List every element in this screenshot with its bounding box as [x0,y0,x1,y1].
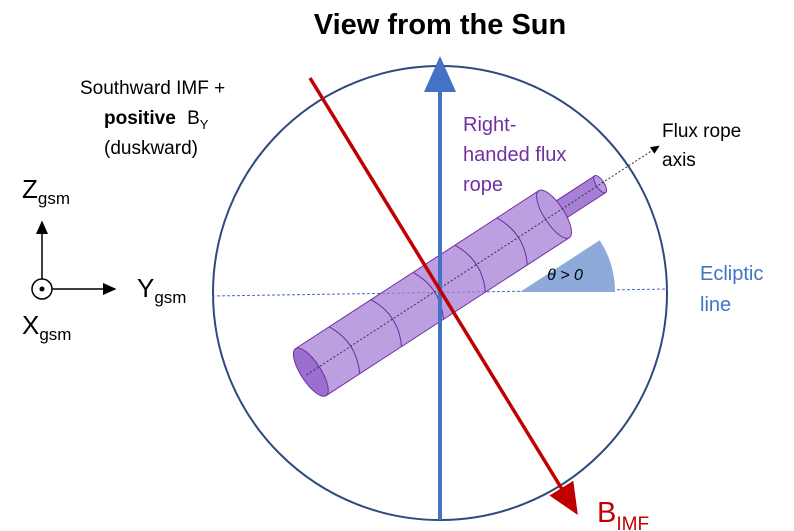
b-imf-sub: IMF [616,514,649,531]
imf-note-line: Southward IMF + [80,78,225,99]
flux-rope-line: Right- [463,114,516,136]
imf-note-b: B [187,108,200,129]
b-imf-label: BIMF [597,497,649,531]
gsm-axes [31,220,117,300]
axis-label-line: axis [662,150,696,171]
flux-rope-label: Right- handed flux rope [463,114,572,196]
imf-arrow [308,77,578,515]
flux-rope [292,145,660,397]
ecliptic-label-line: Ecliptic [700,263,763,285]
ecliptic-label: Ecliptic line [700,263,769,316]
angle-wedge [520,240,615,292]
x-main: X [22,310,39,340]
x-sub: gsm [39,325,71,344]
z-label: Zgsm [22,174,70,208]
angle-label: θ > 0 [547,267,583,284]
flux-rope-line: rope [463,174,503,196]
y-sub: gsm [154,288,186,307]
imf-note: Southward IMF + positive BY (duskward) [80,78,230,159]
flux-rope-line: handed flux [463,144,566,166]
axis-label: Flux rope axis [662,121,746,171]
x-label: Xgsm [22,310,71,344]
imf-note-sub: Y [200,117,209,132]
z-sub: gsm [38,189,70,208]
ecliptic-label-line: line [700,294,731,316]
imf-note-line: (duskward) [104,138,198,159]
z-main: Z [22,174,38,204]
imf-note-bold: positive [104,108,176,129]
axis-label-line: Flux rope [662,121,741,142]
title: View from the Sun [314,9,566,41]
y-main: Y [137,273,154,303]
b-imf-main: B [597,497,616,529]
y-label: Ygsm [137,273,186,307]
